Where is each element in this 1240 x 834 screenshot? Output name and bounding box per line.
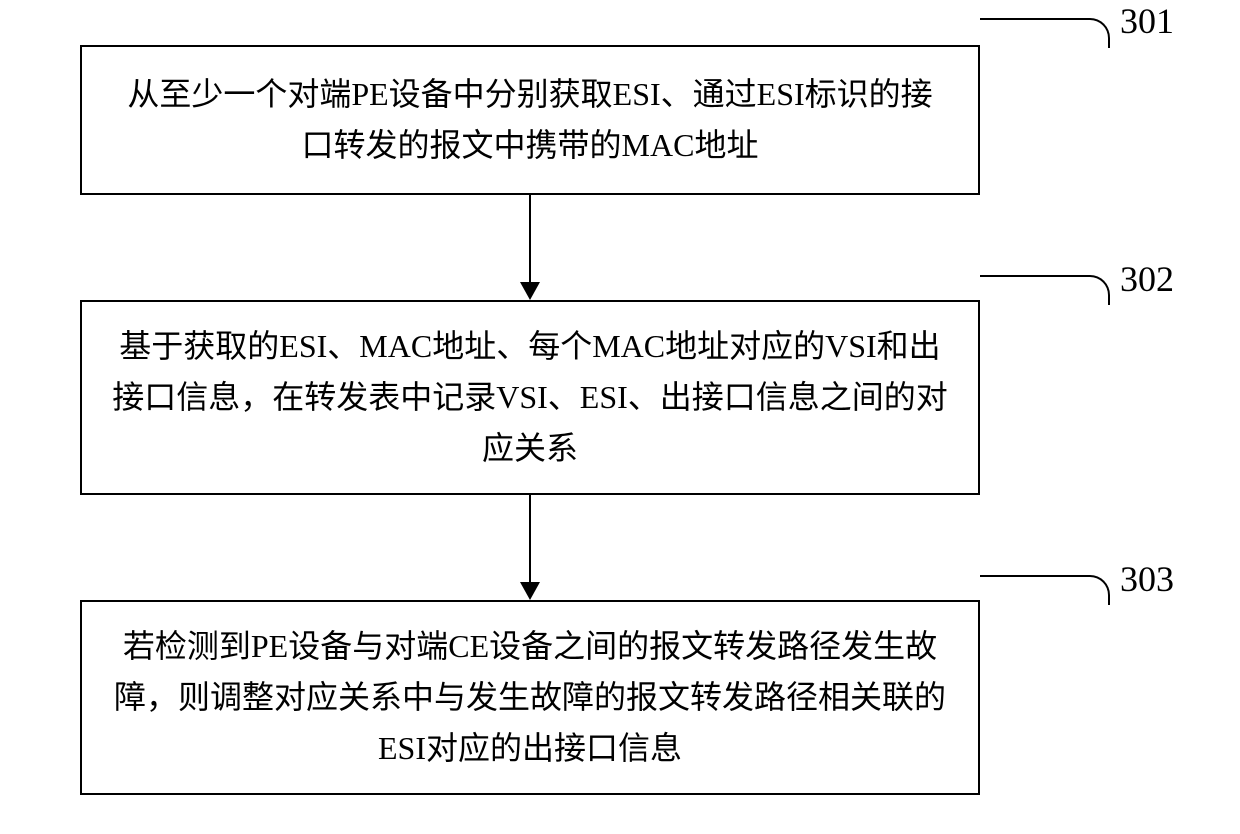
- arrow-1-line: [529, 195, 531, 282]
- arrow-2-head: [520, 582, 540, 600]
- step-1-text: 从至少一个对端PE设备中分别获取ESI、通过ESI标识的接口转发的报文中携带的M…: [112, 69, 948, 171]
- flowchart-container: 从至少一个对端PE设备中分别获取ESI、通过ESI标识的接口转发的报文中携带的M…: [0, 0, 1240, 834]
- flowchart-step-2: 基于获取的ESI、MAC地址、每个MAC地址对应的VSI和出接口信息，在转发表中…: [80, 300, 980, 495]
- step-2-label: 302: [1120, 258, 1174, 300]
- label-connector-2: [980, 275, 1110, 305]
- flowchart-step-1: 从至少一个对端PE设备中分别获取ESI、通过ESI标识的接口转发的报文中携带的M…: [80, 45, 980, 195]
- step-3-label: 303: [1120, 558, 1174, 600]
- step-2-text: 基于获取的ESI、MAC地址、每个MAC地址对应的VSI和出接口信息，在转发表中…: [112, 321, 948, 475]
- step-3-text: 若检测到PE设备与对端CE设备之间的报文转发路径发生故障，则调整对应关系中与发生…: [112, 621, 948, 775]
- arrow-2-line: [529, 495, 531, 582]
- flowchart-step-3: 若检测到PE设备与对端CE设备之间的报文转发路径发生故障，则调整对应关系中与发生…: [80, 600, 980, 795]
- label-connector-3: [980, 575, 1110, 605]
- label-connector-1: [980, 18, 1110, 48]
- arrow-1-head: [520, 282, 540, 300]
- step-1-label: 301: [1120, 0, 1174, 42]
